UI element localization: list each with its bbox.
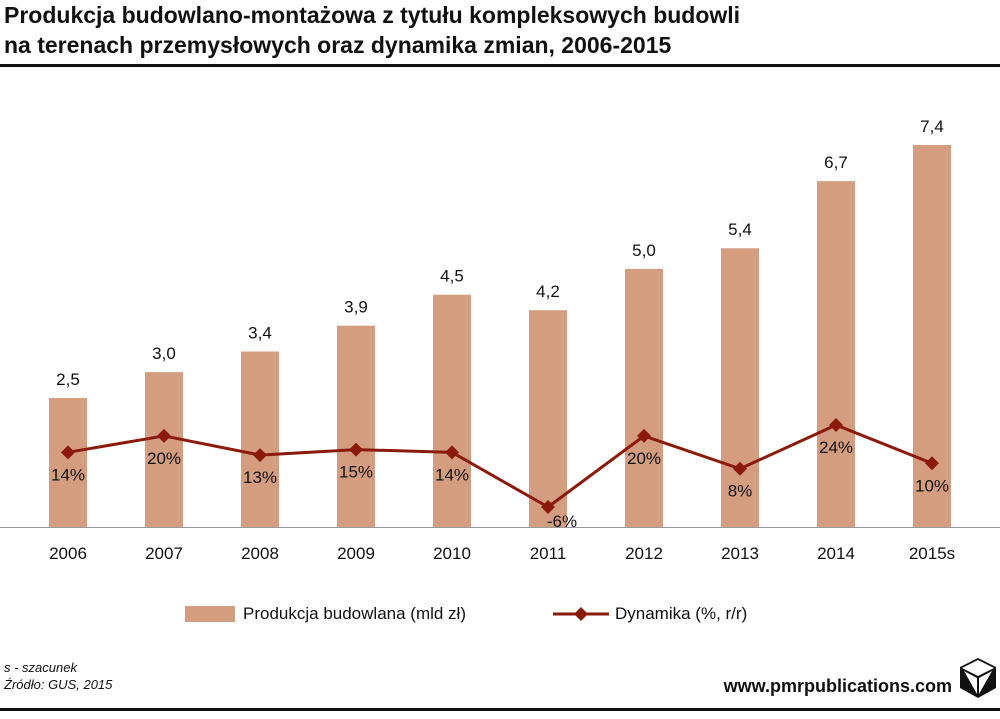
x-tick-label: 2010 <box>433 544 471 563</box>
line-value-label: 20% <box>147 449 181 468</box>
line-value-label: 14% <box>51 465 85 484</box>
x-tick-label: 2012 <box>625 544 663 563</box>
line-value-label: 20% <box>627 449 661 468</box>
bar-value-label: 4,5 <box>440 267 464 286</box>
line-point <box>445 445 459 460</box>
line-point <box>637 428 651 443</box>
line-value-label: 15% <box>339 463 373 482</box>
line-value-label: 10% <box>915 476 949 495</box>
bar-value-label: 6,7 <box>824 153 848 172</box>
x-tick-label: 2011 <box>530 544 567 563</box>
x-tick-label: 2007 <box>145 544 183 563</box>
legend-bars-label: Produkcja budowlana (mld zł) <box>243 604 466 623</box>
chart-title: Produkcja budowlano-montażowa z tytułu k… <box>4 0 984 60</box>
legend: Produkcja budowlana (mld zł) Dynamika (%… <box>0 600 1000 628</box>
x-tick-label: 2014 <box>817 544 855 563</box>
line-point <box>349 442 363 457</box>
line-series <box>67 423 933 509</box>
chart-title-line-2: na terenach przemysłowych oraz dynamika … <box>4 32 672 58</box>
line-value-label: 8% <box>728 482 753 501</box>
bar-value-label: 7,4 <box>920 117 944 136</box>
line-value-label: 24% <box>819 438 853 457</box>
bar-value-label: 3,0 <box>152 344 176 363</box>
line-point <box>61 445 75 460</box>
line-point <box>733 461 747 476</box>
bar-value-label: 3,4 <box>248 323 272 342</box>
footnotes: s - szacunek Źródło: GUS, 2015 <box>4 659 112 693</box>
x-tick-label: 2006 <box>49 544 87 563</box>
bar-value-label: 5,0 <box>632 241 656 260</box>
line-point <box>253 448 267 463</box>
bar <box>529 310 567 527</box>
footnote-estimate: s - szacunek <box>4 660 77 675</box>
legend-bar-swatch <box>185 606 235 622</box>
footnote-source: Źródło: GUS, 2015 <box>4 677 113 692</box>
bottom-rule <box>0 708 1000 711</box>
legend-line-label: Dynamika (%, r/r) <box>615 604 748 623</box>
pmr-cube-logo-icon <box>960 658 996 698</box>
legend-line-icon <box>553 607 609 621</box>
legend-item-line: Dynamika (%, r/r) <box>553 600 747 628</box>
x-tick-label: 2008 <box>241 544 279 563</box>
bar-value-label: 3,9 <box>344 298 368 317</box>
bar-value-label: 2,5 <box>56 370 80 389</box>
top-rule <box>0 64 1000 67</box>
x-tick-label: 2015s <box>909 544 955 563</box>
x-tick-label: 2013 <box>721 544 759 563</box>
line-point <box>157 428 171 443</box>
line-value-label: 14% <box>435 465 469 484</box>
line-point <box>829 418 843 432</box>
line-point <box>541 500 555 514</box>
chart-plot: 2,5 3,0 3,4 3,9 4,5 4,2 5,0 5,4 6,7 7,4 2006 2007 20… <box>0 117 1000 563</box>
legend-item-bars: Produkcja budowlana (mld zł) <box>185 600 466 628</box>
website-link[interactable]: www.pmrpublications.com <box>723 676 952 696</box>
line-value-label: 13% <box>243 468 277 487</box>
bar <box>49 397 87 527</box>
line-point <box>925 456 939 471</box>
bar <box>241 351 279 527</box>
line-value-label: -6% <box>547 512 577 531</box>
bar <box>625 268 663 527</box>
chart-title-line-1: Produkcja budowlano-montażowa z tytułu k… <box>4 2 741 28</box>
bar <box>721 248 759 528</box>
bar-value-label: 4,2 <box>536 282 560 301</box>
bar <box>145 372 183 527</box>
bar <box>817 181 855 527</box>
bar <box>433 294 471 527</box>
x-tick-label: 2009 <box>337 544 375 563</box>
bar <box>337 325 375 527</box>
bar-value-label: 5,4 <box>728 220 752 239</box>
